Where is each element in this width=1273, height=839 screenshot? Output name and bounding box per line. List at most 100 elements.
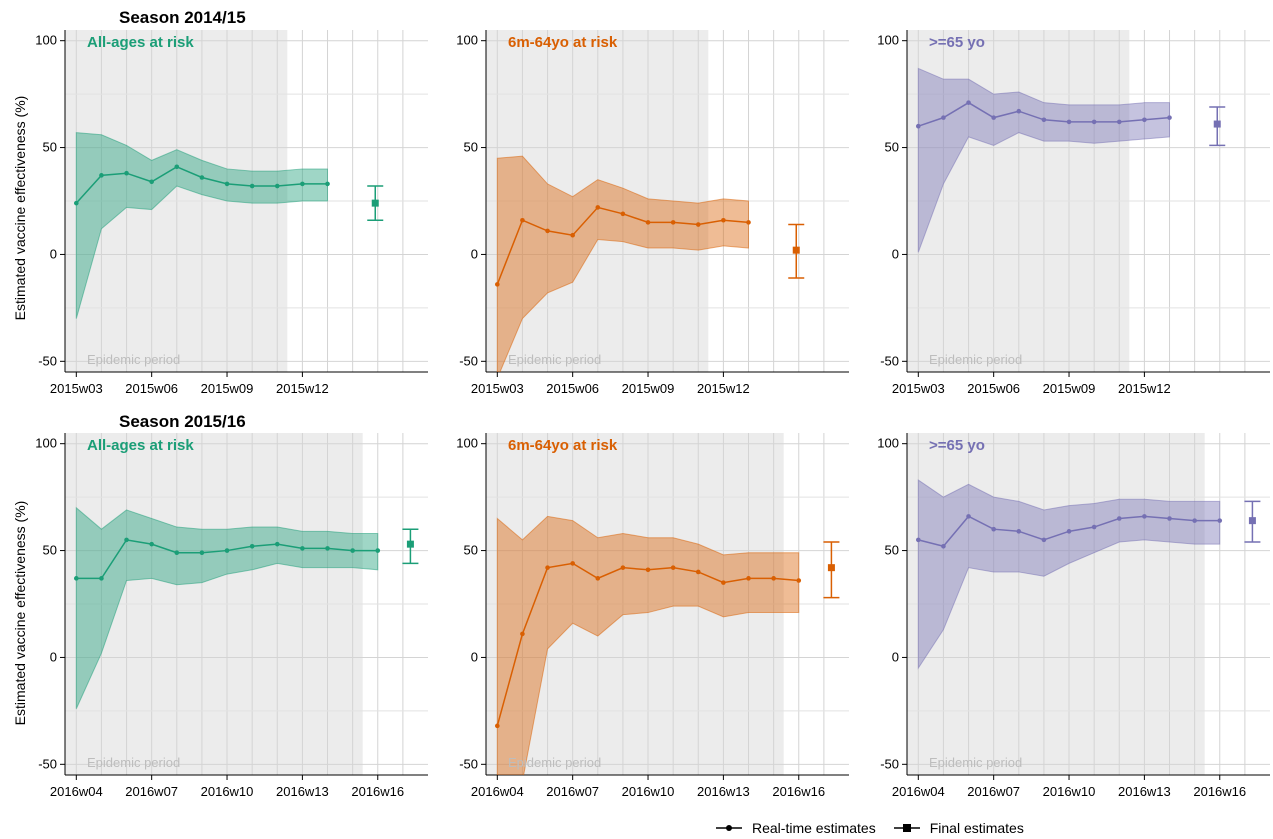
realtime-point (966, 100, 971, 105)
realtime-point (1066, 119, 1072, 125)
confidence-band (75, 506, 379, 709)
realtime-point (721, 217, 726, 223)
x-tick-label: 2016w16 (351, 784, 404, 799)
realtime-point (670, 220, 676, 225)
epidemic-period-label: Epidemic period (929, 755, 1022, 770)
realtime-point (570, 232, 575, 238)
y-tick-label: 50 (43, 543, 57, 558)
y-tick-label: -50 (38, 353, 57, 368)
realtime-point (249, 183, 255, 189)
season-title-2014: Season 2014/15 (119, 8, 246, 27)
realtime-point (124, 537, 129, 543)
series-group (495, 155, 751, 372)
epidemic-period-label: Epidemic period (508, 755, 601, 770)
realtime-point (545, 228, 550, 234)
realtime-point (249, 543, 255, 549)
legend-final-swatch-icon (893, 824, 920, 832)
realtime-point (1167, 115, 1172, 120)
realtime-point (595, 205, 601, 210)
realtime-point (771, 576, 776, 581)
realtime-point (670, 565, 676, 570)
x-tick-label: 2015w09 (622, 381, 675, 396)
realtime-point (99, 576, 104, 581)
panel-title: 6m-64yo at risk (508, 437, 618, 454)
realtime-point (495, 282, 500, 287)
x-tick-label: 2016w07 (546, 784, 599, 799)
final-point (827, 564, 835, 572)
x-tick-label: 2015w12 (1118, 381, 1171, 396)
y-tick-label: 100 (877, 436, 899, 451)
panel-2014-all-ages: -50 0 50 100 2015w03 2015w06 2015w09 2015w12 Epi… (35, 30, 428, 396)
realtime-point (1091, 524, 1097, 530)
realtime-point (224, 548, 230, 553)
y-tick-label: 0 (892, 246, 899, 261)
realtime-point (74, 200, 79, 206)
realtime-point (1116, 516, 1122, 521)
x-tick-label: 2015w06 (125, 381, 178, 396)
y-tick-label: 0 (50, 649, 57, 664)
realtime-point (645, 567, 651, 573)
x-tick-label: 2016w10 (1043, 784, 1096, 799)
realtime-point (991, 526, 996, 532)
y-tick-label: -50 (880, 756, 899, 771)
realtime-point (149, 541, 154, 547)
x-tick-label: 2016w13 (1118, 784, 1171, 799)
y-tick-label: 100 (456, 436, 478, 451)
x-tick-label: 2016w13 (697, 784, 750, 799)
legend-realtime-swatch-icon (716, 825, 742, 831)
realtime-point (991, 115, 996, 120)
realtime-point (966, 514, 971, 519)
y-tick-label: 0 (892, 649, 899, 664)
realtime-point (796, 578, 802, 583)
x-tick-label: 2016w04 (50, 784, 103, 799)
y-tick-label: 0 (471, 649, 478, 664)
realtime-point (174, 164, 180, 170)
epidemic-period-label: Epidemic period (508, 352, 601, 367)
x-tick-label: 2015w12 (697, 381, 750, 396)
x-tick-label: 2016w16 (1193, 784, 1246, 799)
realtime-point (1041, 537, 1047, 543)
realtime-point (1116, 119, 1122, 125)
y-tick-label: 0 (50, 246, 57, 261)
y-tick-label: 50 (885, 543, 899, 558)
x-tick-label: 2015w09 (201, 381, 254, 396)
final-point (1213, 120, 1221, 128)
realtime-point (149, 179, 154, 185)
epidemic-period-label: Epidemic period (929, 352, 1022, 367)
final-point (792, 246, 800, 254)
x-tick-label: 2015w06 (967, 381, 1020, 396)
panel-2015-all-ages: -50 0 50 100 2016w04 2016w07 2016w10 2016w13 201… (35, 433, 428, 799)
realtime-point (1142, 117, 1147, 123)
realtime-point (1167, 516, 1172, 521)
realtime-point (1016, 529, 1022, 534)
series-group (74, 506, 381, 709)
panel-title: All-ages at risk (87, 437, 194, 454)
x-tick-label: 2016w10 (622, 784, 675, 799)
x-tick-label: 2016w13 (276, 784, 329, 799)
realtime-point (1217, 518, 1223, 523)
series-group (916, 479, 1223, 670)
x-tick-label: 2015w09 (1043, 381, 1096, 396)
realtime-point (620, 565, 626, 570)
y-tick-label: 100 (456, 33, 478, 48)
panel-2015-65plus: -50 0 50 100 2016w04 2016w07 2016w10 2016w13 201… (877, 433, 1270, 799)
y-tick-label: 50 (464, 543, 478, 558)
x-tick-label: 2016w07 (125, 784, 178, 799)
realtime-point (1142, 514, 1147, 519)
y-tick-label: 100 (35, 33, 57, 48)
realtime-point (1091, 119, 1097, 125)
realtime-point (620, 211, 626, 217)
x-tick-label: 2016w07 (967, 784, 1020, 799)
y-tick-label: 0 (471, 246, 478, 261)
panel-2014-6m-64yo: -50 0 50 100 2015w03 2015w06 2015w09 2015w12 Epi… (456, 30, 849, 396)
realtime-point (99, 173, 104, 178)
realtime-point (274, 541, 280, 547)
realtime-point (124, 170, 129, 176)
season-title-2015: Season 2015/16 (119, 412, 246, 431)
realtime-point (695, 222, 701, 227)
realtime-point (1066, 529, 1072, 534)
panel-2015-6m-64yo: -50 0 50 100 2016w04 2016w07 2016w10 2016w13 201… (456, 433, 849, 799)
epidemic-period-label: Epidemic period (87, 352, 180, 367)
panel-title: >=65 yo (929, 34, 985, 51)
y-tick-label: -50 (880, 353, 899, 368)
